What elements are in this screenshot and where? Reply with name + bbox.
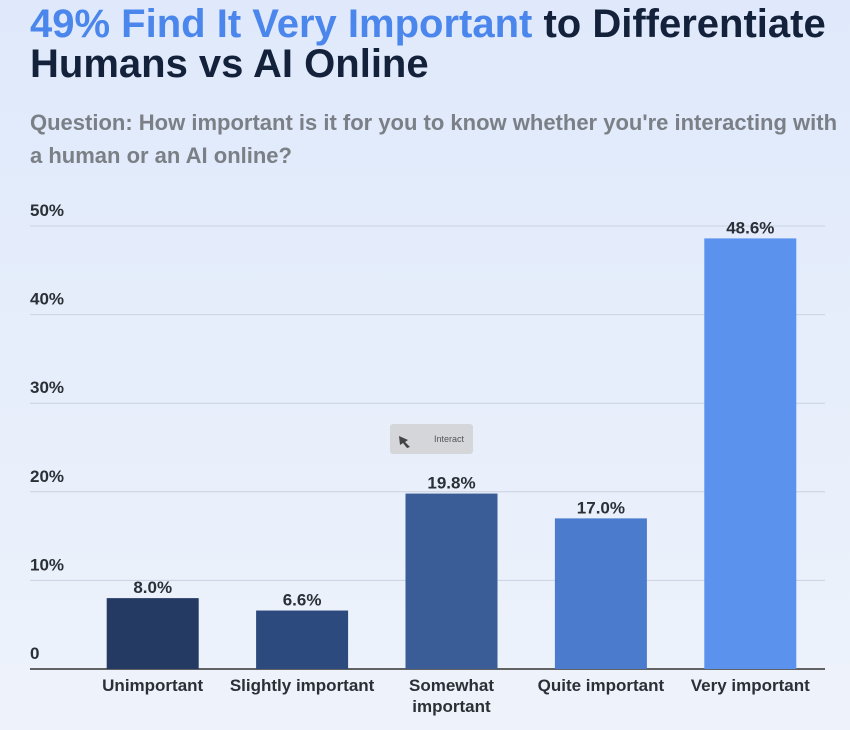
value-label: 8.0% [133, 578, 172, 597]
interact-button[interactable]: Interact [390, 424, 473, 454]
chart-title: 49% Find It Very Important to Differenti… [30, 4, 840, 84]
bar [405, 493, 498, 669]
chart-subtitle: Question: How important is it for you to… [30, 110, 838, 168]
y-tick-label: 30% [30, 378, 64, 397]
cursor-icon [399, 436, 410, 448]
interact-label[interactable]: Interact [434, 434, 465, 444]
y-tick-label: 0 [30, 644, 39, 663]
y-tick-label: 50% [30, 201, 64, 220]
bar [106, 598, 199, 669]
x-tick-label: Unimportant [102, 676, 204, 695]
y-tick-label: 20% [30, 467, 64, 486]
x-tick-label: Somewhat important [408, 676, 495, 716]
title-rest: to Differentiate Humans vs AI Online [30, 2, 826, 86]
value-label: 6.6% [283, 591, 322, 610]
y-tick-label: 40% [30, 290, 64, 309]
bar [704, 238, 797, 670]
value-label: 17.0% [577, 498, 625, 517]
value-label: 48.6% [726, 218, 774, 237]
header: 49% Find It Very Important to Differenti… [30, 0, 840, 172]
x-tick-label: Slightly important [229, 676, 375, 695]
x-tick-label: Quite important [537, 676, 665, 695]
title-highlight: 49% Find It Very Important [30, 2, 533, 46]
bar [256, 610, 349, 669]
bar [554, 518, 647, 669]
y-tick-label: 10% [30, 555, 64, 574]
value-label: 19.8% [427, 474, 475, 493]
x-tick-label: Very important [690, 676, 810, 695]
